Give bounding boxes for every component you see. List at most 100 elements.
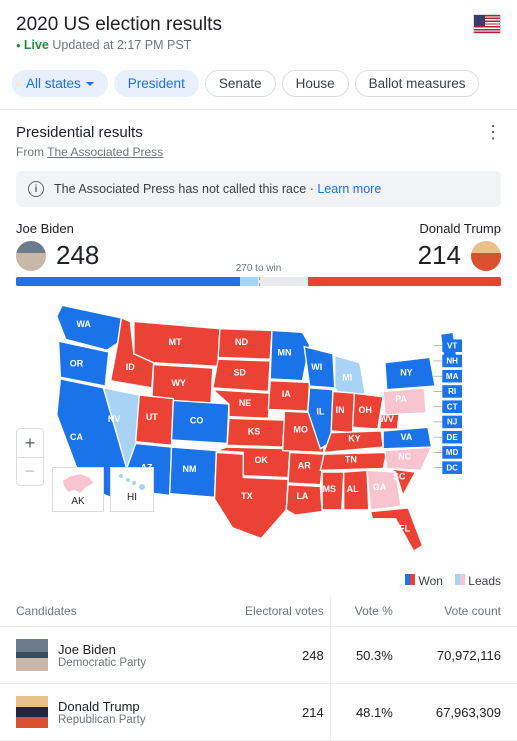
state-label-mt: MT [169, 337, 182, 347]
updated-label: Updated at 2:17 PM PST [52, 38, 191, 52]
badge-label-dc: DC [446, 463, 458, 472]
state-label-nm: NM [182, 464, 196, 474]
learn-more-link[interactable]: Learn more [317, 182, 381, 196]
state-label-ia: IA [282, 389, 291, 399]
chip-all-states-label: All states [26, 76, 81, 91]
biden-name: Joe Biden [16, 221, 74, 236]
state-label-co: CO [190, 416, 203, 426]
results-table: Candidates Electoral votes Vote % Vote c… [0, 596, 517, 741]
state-label-ar: AR [298, 461, 311, 471]
candidate-name: Joe Biden [58, 642, 146, 657]
state-label-nd: ND [235, 337, 248, 347]
section-title: Presidential results [16, 124, 143, 141]
ev-bar-segment [308, 277, 501, 286]
zoom-controls: + − [16, 428, 44, 486]
zoom-out-button[interactable]: − [17, 457, 43, 485]
candidate-name: Donald Trump [58, 699, 146, 714]
legend-leads-label: Leads [468, 574, 501, 588]
chip-ballot[interactable]: Ballot measures [355, 70, 480, 97]
chip-all-states[interactable]: All states [12, 70, 108, 97]
ev-bar-segment [16, 277, 240, 286]
us-map[interactable]: WAORCANVIDMTWYUTCOAZNMNDSDNEKSOKTXMNIAMO… [16, 300, 501, 560]
source-link[interactable]: The Associated Press [47, 145, 163, 159]
biden-ev-count: 248 [56, 240, 99, 271]
state-label-ca: CA [70, 432, 83, 442]
state-label-mi: MI [342, 373, 352, 383]
to-win-label: 270 to win [236, 263, 282, 274]
state-label-pa: PA [395, 394, 407, 404]
chip-house[interactable]: House [282, 70, 349, 97]
badge-label-de: DE [447, 433, 459, 442]
state-label-wi: WI [311, 362, 322, 372]
electoral-bar [16, 277, 501, 286]
state-label-ut: UT [146, 412, 158, 422]
state-label-mn: MN [278, 348, 292, 358]
table-row[interactable]: Joe BidenDemocratic Party24850.3%70,972,… [0, 627, 517, 684]
badge-label-ct: CT [447, 402, 458, 411]
state-fl[interactable] [371, 508, 423, 551]
state-label-ny: NY [400, 367, 412, 377]
table-row[interactable]: Donald TrumpRepublican Party21448.1%67,9… [0, 684, 517, 741]
th-ev: Electoral votes [207, 596, 331, 627]
trump-avatar [471, 241, 501, 271]
state-label-oh: OH [358, 405, 371, 415]
state-label-sd: SD [233, 367, 246, 377]
state-label-ga: GA [373, 482, 387, 492]
chevron-down-icon [86, 82, 94, 86]
page-title: 2020 US election results [16, 14, 222, 36]
cell-ev: 214 [207, 684, 331, 741]
leads-swatch [455, 574, 465, 588]
cell-pct: 50.3% [330, 627, 399, 684]
flag-icon [473, 14, 501, 34]
won-swatch [405, 574, 415, 588]
zoom-in-button[interactable]: + [17, 429, 43, 457]
filter-tabs: All states President Senate House Ballot… [0, 60, 517, 109]
state-label-il: IL [316, 407, 324, 417]
ev-bar-segment [240, 277, 258, 286]
state-label-nv: NV [108, 414, 120, 424]
state-label-ky: KY [348, 434, 360, 444]
race-notice: i The Associated Press has not called th… [16, 171, 501, 207]
state-label-wy: WY [171, 378, 185, 388]
more-icon[interactable]: ⋮ [484, 122, 501, 143]
state-label-tn: TN [345, 454, 357, 464]
state-label-al: AL [347, 484, 359, 494]
cell-pct: 48.1% [330, 684, 399, 741]
trump-ev-count: 214 [418, 240, 461, 271]
info-icon: i [28, 181, 44, 197]
inset-ak-label: AK [71, 496, 84, 507]
state-label-nc: NC [398, 452, 411, 462]
state-label-tx: TX [241, 491, 252, 501]
state-label-in: IN [336, 405, 345, 415]
state-label-la: LA [296, 491, 308, 501]
badge-label-nh: NH [446, 357, 458, 366]
inset-hi[interactable]: HI [110, 467, 154, 512]
state-label-mo: MO [293, 425, 307, 435]
chip-president[interactable]: President [114, 70, 199, 97]
cell-count: 70,972,116 [399, 627, 517, 684]
badge-label-nj: NJ [447, 418, 457, 427]
badge-label-vt: VT [447, 341, 457, 350]
ev-bar-segment [258, 277, 308, 286]
trump-name: Donald Trump [419, 221, 501, 236]
legend: Won Leads [0, 570, 517, 596]
biden-avatar [16, 241, 46, 271]
state-label-or: OR [70, 358, 84, 368]
th-candidates: Candidates [0, 596, 207, 627]
th-count: Vote count [399, 596, 517, 627]
cell-count: 67,963,309 [399, 684, 517, 741]
inset-ak[interactable]: AK [52, 467, 104, 512]
state-label-fl: FL [399, 523, 410, 533]
badge-label-md: MD [446, 448, 459, 457]
state-label-sc: SC [393, 471, 406, 481]
state-label-wa: WA [76, 319, 91, 329]
state-label-id: ID [126, 362, 135, 372]
candidate-avatar [16, 639, 48, 671]
badge-label-ma: MA [446, 372, 459, 381]
candidate-avatar [16, 696, 48, 728]
chip-senate[interactable]: Senate [205, 70, 276, 97]
state-label-ne: NE [239, 398, 251, 408]
state-label-ks: KS [248, 426, 260, 436]
legend-won-label: Won [418, 574, 442, 588]
badge-label-ri: RI [448, 387, 456, 396]
